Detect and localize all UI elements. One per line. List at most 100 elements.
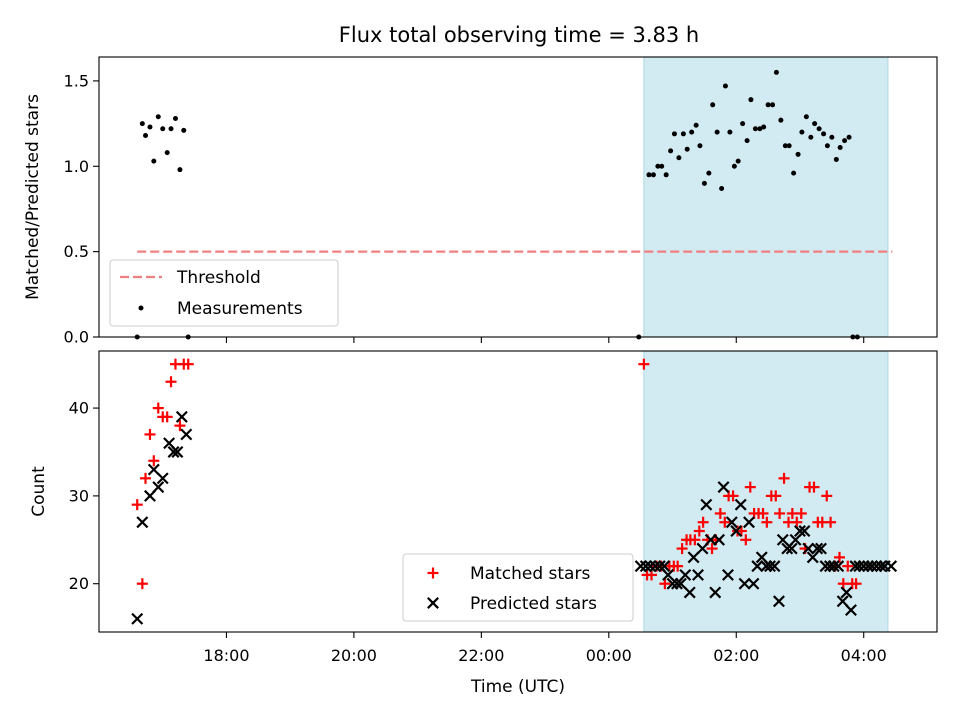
measurement-point bbox=[837, 144, 843, 150]
x-tick-label: 20:00 bbox=[331, 646, 377, 665]
matched-star-point bbox=[638, 358, 650, 370]
predicted-star-point bbox=[725, 516, 738, 529]
y-tick-label: 0.5 bbox=[64, 242, 89, 261]
y-tick-label: 40 bbox=[69, 399, 89, 418]
predicted-star-point bbox=[730, 525, 743, 537]
matched-star-point bbox=[148, 455, 160, 467]
measurement-point bbox=[744, 138, 750, 144]
measurement-point bbox=[668, 148, 674, 154]
predicted-star-point bbox=[772, 595, 785, 608]
predicted-star-point bbox=[167, 446, 180, 458]
measurement-point bbox=[663, 172, 669, 178]
matched-star-point bbox=[842, 560, 854, 572]
matched-star-point bbox=[795, 507, 807, 519]
y-tick-label: 30 bbox=[69, 486, 89, 505]
matched-star-point bbox=[774, 507, 786, 519]
matched-star-point bbox=[761, 516, 773, 528]
measurement-point bbox=[646, 172, 652, 178]
predicted-star-point bbox=[874, 560, 887, 573]
matched-star-point bbox=[833, 551, 845, 563]
x-axis-label: Time (UTC) bbox=[470, 677, 565, 697]
measurement-point bbox=[791, 170, 797, 176]
predicted-star-point bbox=[789, 533, 802, 546]
predicted-star-point bbox=[131, 612, 144, 625]
measurement-point bbox=[821, 131, 827, 137]
matched-star-point bbox=[161, 411, 173, 423]
legend-measurements-label: Measurements bbox=[177, 299, 303, 319]
observing-window-top bbox=[643, 56, 889, 338]
y-tick-label: 20 bbox=[69, 574, 89, 593]
predicted-star-point bbox=[853, 560, 866, 573]
predicted-star-point bbox=[832, 560, 845, 573]
matched-star-point bbox=[697, 516, 709, 528]
predicted-star-point bbox=[634, 560, 647, 573]
predicted-star-point bbox=[147, 463, 160, 476]
predicted-star-point bbox=[136, 516, 149, 529]
measurement-point bbox=[833, 156, 839, 162]
y-axis-label-bottom: Count bbox=[29, 466, 49, 517]
predicted-star-point bbox=[713, 533, 726, 546]
predicted-star-point bbox=[644, 560, 657, 573]
matched-star-point bbox=[693, 525, 705, 537]
panel-ratio: 0.0 0.5 1.0 1.5 Matched/Predicted stars Thr… bbox=[23, 56, 938, 347]
predicted-star-point bbox=[700, 498, 713, 511]
measurement-point bbox=[139, 121, 145, 127]
predicted-star-point bbox=[687, 551, 700, 564]
predicted-star-point bbox=[683, 586, 696, 599]
predicted-star-point bbox=[175, 410, 188, 423]
measurement-point bbox=[719, 185, 725, 191]
legend-predicted-label: Predicted stars bbox=[470, 594, 597, 614]
y-axis-label-top: Matched/Predicted stars bbox=[23, 94, 43, 300]
legend-predicted-swatch bbox=[427, 597, 439, 609]
measurement-point bbox=[177, 167, 183, 173]
y-tick-label: 1.0 bbox=[64, 157, 89, 176]
matched-star-point bbox=[689, 534, 701, 546]
measurement-point bbox=[846, 134, 852, 140]
matched-star-point bbox=[727, 490, 739, 502]
predicted-star-point bbox=[156, 472, 169, 485]
matched-star-point bbox=[182, 358, 194, 370]
predicted-star-point bbox=[722, 568, 734, 581]
x-tick-label: 00:00 bbox=[586, 646, 632, 665]
measurement-point bbox=[765, 102, 771, 108]
predicted-star-point bbox=[751, 560, 764, 573]
measurement-point bbox=[799, 129, 805, 135]
predicted-star-point bbox=[768, 560, 781, 573]
y-tick-label: 0.0 bbox=[64, 328, 89, 347]
measurement-point bbox=[795, 151, 801, 157]
y-tick-label: 1.5 bbox=[64, 71, 89, 90]
predicted-star-point bbox=[866, 560, 878, 573]
measurement-point bbox=[168, 126, 174, 132]
measurement-point bbox=[680, 131, 686, 137]
measurement-point bbox=[151, 158, 157, 164]
predicted-star-point bbox=[658, 560, 671, 573]
matched-stars-points bbox=[131, 358, 862, 590]
measurement-point bbox=[181, 127, 187, 133]
predicted-star-point bbox=[764, 560, 777, 573]
predicted-star-point bbox=[639, 560, 652, 573]
predicted-star-point bbox=[815, 542, 827, 555]
predicted-star-point bbox=[794, 525, 806, 537]
legend-threshold-label: Threshold bbox=[176, 268, 261, 288]
measurement-point bbox=[727, 129, 733, 135]
matched-star-point bbox=[174, 420, 186, 432]
predicted-star-point bbox=[180, 428, 193, 441]
legend-matched-marker bbox=[427, 567, 439, 579]
legend-bottom: Matched stars Predicted stars bbox=[402, 553, 634, 622]
measurement-point bbox=[748, 97, 754, 103]
axes-frame-top bbox=[98, 56, 938, 338]
matched-star-point bbox=[850, 578, 862, 590]
measurement-point bbox=[172, 115, 178, 121]
predicted-star-point bbox=[885, 560, 898, 573]
chart-title: Flux total observing time = 3.83 h bbox=[339, 23, 699, 47]
legend-top-box bbox=[109, 259, 339, 327]
measurement-point bbox=[710, 102, 716, 108]
matched-star-point bbox=[165, 376, 177, 388]
measurement-point bbox=[147, 124, 153, 130]
predicted-star-point bbox=[674, 577, 687, 590]
measurement-point bbox=[693, 122, 699, 128]
predicted-star-point bbox=[798, 525, 811, 537]
measurement-point bbox=[689, 129, 695, 135]
